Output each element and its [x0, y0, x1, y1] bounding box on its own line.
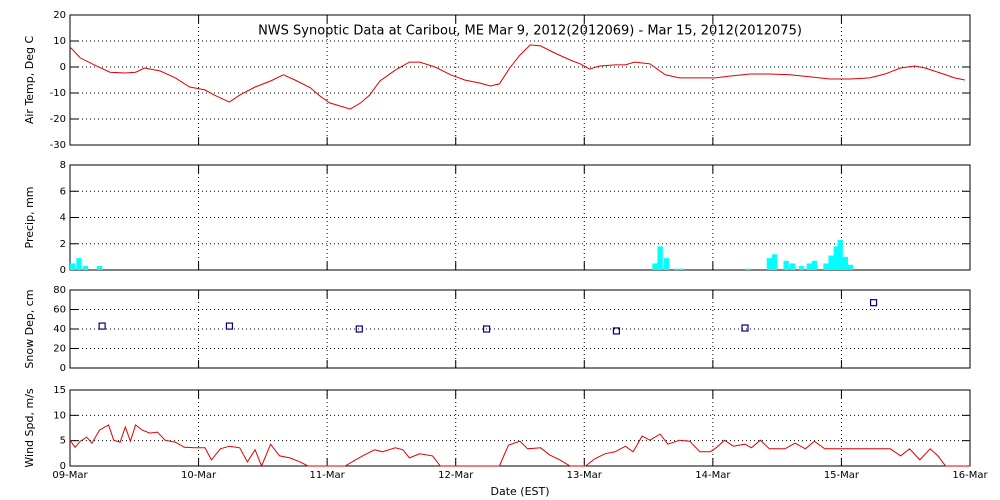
y-tick-label: 15 [53, 385, 66, 396]
bar [82, 266, 89, 270]
x-tick-label: 16-Mar [952, 470, 988, 481]
y-tick-label: 10 [53, 410, 66, 421]
bar [96, 266, 103, 270]
bar [69, 263, 76, 270]
point [225, 322, 234, 330]
line-series [69, 424, 970, 468]
bar [837, 239, 843, 270]
x-tick-label: 12-Mar [438, 470, 474, 481]
x-tick-label: 11-Mar [310, 470, 346, 481]
x-tick-label: 13-Mar [567, 470, 603, 481]
y-tick-label: 4 [60, 213, 66, 224]
bar [789, 263, 796, 270]
plot-frame [69, 14, 971, 146]
bar [847, 264, 854, 270]
plot-frame [69, 289, 971, 369]
bar [811, 260, 818, 270]
chart-title: NWS Synoptic Data at Caribou, ME Mar 9, … [258, 24, 802, 39]
y-tick-label: 60 [53, 305, 66, 316]
x-tick-label: 09-Mar [52, 470, 88, 481]
bar [833, 246, 839, 270]
bar [657, 246, 663, 270]
y-tick-label: -10 [50, 88, 66, 99]
x-tick-label: 15-Mar [824, 470, 860, 481]
point [869, 299, 878, 307]
bar [744, 268, 751, 270]
bar [674, 268, 680, 270]
line-series [69, 44, 965, 110]
point [741, 324, 749, 332]
y-tick-label: 0 [60, 363, 66, 374]
y-tick-label: 5 [60, 436, 66, 447]
bar [663, 258, 670, 270]
point [612, 327, 621, 335]
y-tick-label: -20 [50, 114, 66, 125]
y-tick-label: 0 [60, 461, 66, 472]
bar [679, 268, 685, 270]
point [482, 325, 491, 333]
bar [842, 256, 848, 270]
bar [771, 254, 778, 270]
y-axis-label: Wind Spd, m/s [23, 388, 36, 468]
y-tick-label: 20 [53, 344, 66, 355]
x-tick-label: 14-Mar [695, 470, 731, 481]
y-tick-label: 8 [60, 160, 66, 171]
point [98, 322, 106, 330]
y-tick-label: 0 [60, 62, 66, 73]
bar [76, 258, 82, 270]
bar [798, 266, 805, 270]
y-tick-label: 0 [60, 265, 66, 276]
bar [823, 263, 829, 270]
y-tick-label: 80 [53, 285, 66, 296]
y-tick-label: 2 [60, 239, 66, 250]
y-axis-label: Air Temp, Deg C [23, 36, 36, 125]
bar [783, 260, 789, 270]
bar [806, 263, 812, 270]
bar [766, 258, 773, 270]
plot-frame [69, 389, 971, 467]
y-tick-label: 10 [53, 36, 66, 47]
x-axis-label: Date (EST) [490, 485, 549, 498]
y-tick-label: 20 [53, 10, 66, 21]
bar [652, 263, 658, 270]
y-axis-label: Precip, mm [23, 187, 36, 249]
point [355, 325, 363, 333]
y-tick-label: -30 [50, 140, 66, 151]
bar [828, 255, 834, 270]
y-axis-label: Snow Dep, cm [23, 289, 36, 368]
x-tick-label: 10-Mar [181, 470, 217, 481]
plot-frame [69, 164, 971, 271]
y-tick-label: 6 [60, 186, 66, 197]
y-tick-label: 40 [53, 324, 66, 335]
